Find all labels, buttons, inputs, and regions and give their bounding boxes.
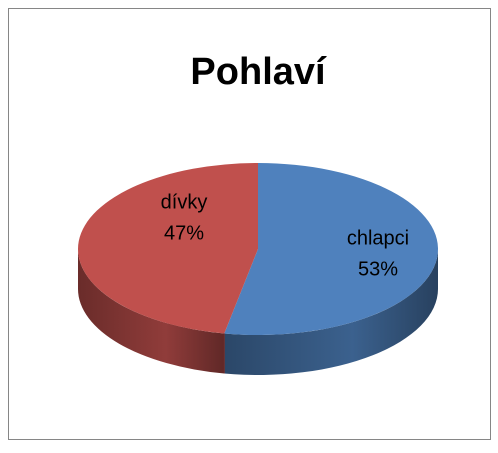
slice-side bbox=[78, 249, 225, 374]
chart-title: Pohlaví bbox=[190, 51, 327, 93]
slice-side bbox=[224, 249, 438, 375]
slice-category-label: chlapci bbox=[347, 227, 409, 249]
slice-category-label: dívky bbox=[161, 191, 208, 213]
pie-slice bbox=[77, 163, 258, 334]
slice-value-label: 47% bbox=[164, 222, 204, 244]
slice-value-label: 53% bbox=[358, 258, 398, 280]
pie-slice bbox=[224, 163, 438, 335]
